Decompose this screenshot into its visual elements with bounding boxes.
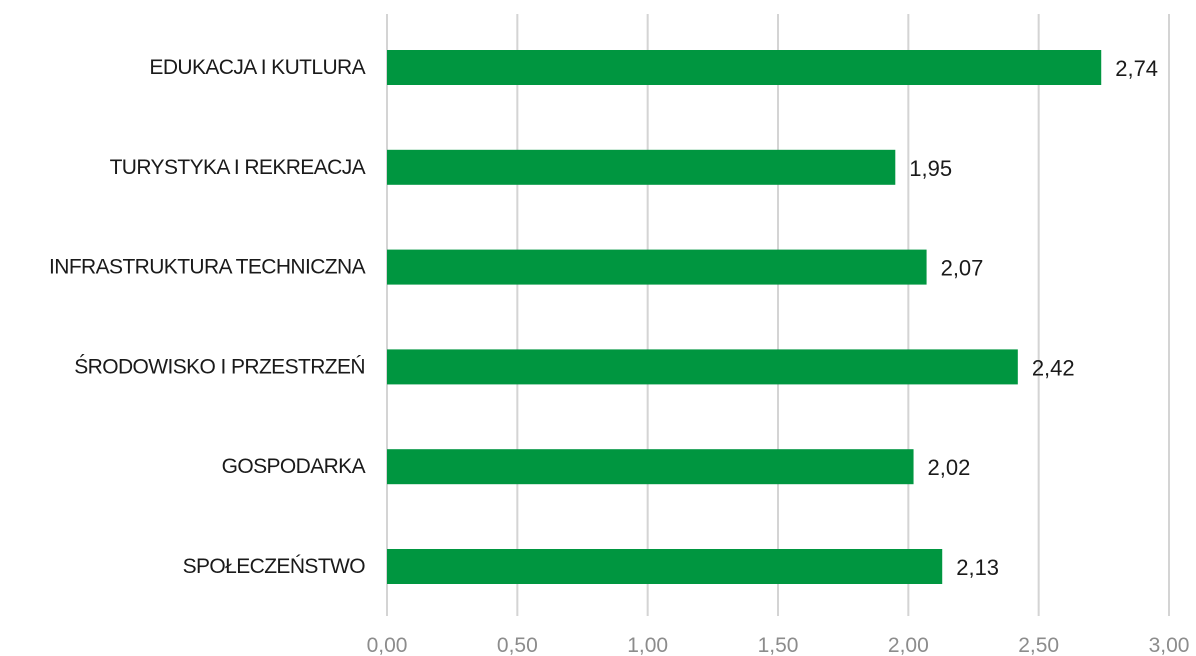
bar — [387, 50, 1102, 85]
category-label: INFRASTRUKTURA TECHNICZNA — [49, 256, 366, 279]
data-label: 2,42 — [1032, 355, 1075, 380]
bars — [387, 50, 1102, 584]
category-label: GOSPODARKA — [222, 455, 366, 478]
x-tick-label: 2,50 — [1018, 634, 1059, 656]
data-label: 1,95 — [909, 156, 952, 181]
x-tick-label: 1,00 — [627, 634, 668, 656]
bar — [387, 249, 927, 285]
data-label: 2,07 — [941, 256, 984, 281]
data-label: 2,02 — [928, 455, 971, 480]
category-label: TURYSTYKA I REKREACJA — [110, 156, 366, 179]
x-tick-label: 2,00 — [888, 634, 929, 656]
x-tick-label: 3,00 — [1149, 634, 1190, 656]
gridlines — [386, 14, 1170, 616]
category-label: ŚRODOWISKO I PRZESTRZEŃ — [74, 354, 365, 378]
bar — [387, 149, 896, 185]
category-labels: EDUKACJA I KUTLURA TURYSTYKA I REKREACJA I… — [49, 56, 366, 578]
bar — [387, 549, 943, 584]
data-label: 2,74 — [1115, 56, 1158, 81]
data-label: 2,13 — [956, 555, 999, 580]
x-tick-label: 1,50 — [758, 634, 799, 656]
value-labels: 2,74 1,95 2,07 2,42 2,02 2,13 — [909, 56, 1158, 580]
bar — [387, 349, 1018, 385]
category-label: EDUKACJA I KUTLURA — [149, 56, 365, 79]
x-tick-label: 0,00 — [367, 634, 408, 656]
x-tick-label: 0,50 — [497, 634, 538, 656]
x-axis-tick-labels: 0,00 0,50 1,00 1,50 2,00 2,50 3,00 — [367, 634, 1190, 656]
bar — [387, 449, 914, 485]
category-label: SPOŁECZEŃSTWO — [183, 555, 366, 578]
